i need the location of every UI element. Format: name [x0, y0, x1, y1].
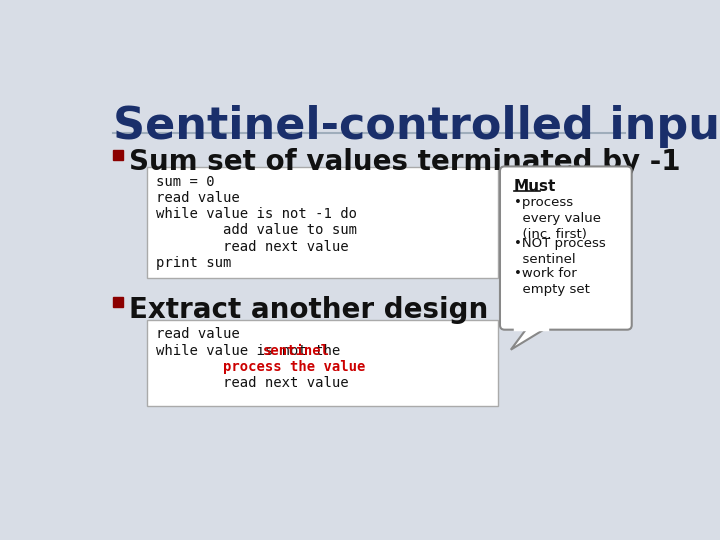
- Text: while value is not -1 do: while value is not -1 do: [156, 207, 357, 221]
- Text: Sum set of values terminated by -1: Sum set of values terminated by -1: [129, 148, 680, 176]
- Text: Must: Must: [514, 179, 557, 194]
- FancyBboxPatch shape: [147, 320, 498, 406]
- Polygon shape: [510, 329, 545, 350]
- Text: read next value: read next value: [156, 240, 348, 254]
- Text: •process
  every value
  (inc. first): •process every value (inc. first): [514, 195, 601, 241]
- Text: read next value: read next value: [156, 376, 348, 390]
- Text: add value to sum: add value to sum: [156, 224, 357, 238]
- Text: •work for
  empty set: •work for empty set: [514, 267, 590, 295]
- Bar: [113, 298, 123, 307]
- FancyBboxPatch shape: [147, 167, 498, 278]
- Text: sum = 0: sum = 0: [156, 175, 215, 189]
- Text: while value is not the: while value is not the: [156, 343, 348, 357]
- Text: read value: read value: [156, 327, 240, 341]
- Text: read value: read value: [156, 191, 240, 205]
- Text: Extract another design pattern: Extract another design pattern: [129, 296, 615, 324]
- Text: sentinel: sentinel: [264, 343, 330, 357]
- Text: process the value: process the value: [156, 360, 365, 374]
- FancyBboxPatch shape: [500, 166, 631, 330]
- Bar: [113, 150, 123, 159]
- Text: •NOT process
  sentinel: •NOT process sentinel: [514, 237, 606, 266]
- Text: print sum: print sum: [156, 256, 231, 270]
- Text: Sentinel-controlled input: Sentinel-controlled input: [113, 105, 720, 148]
